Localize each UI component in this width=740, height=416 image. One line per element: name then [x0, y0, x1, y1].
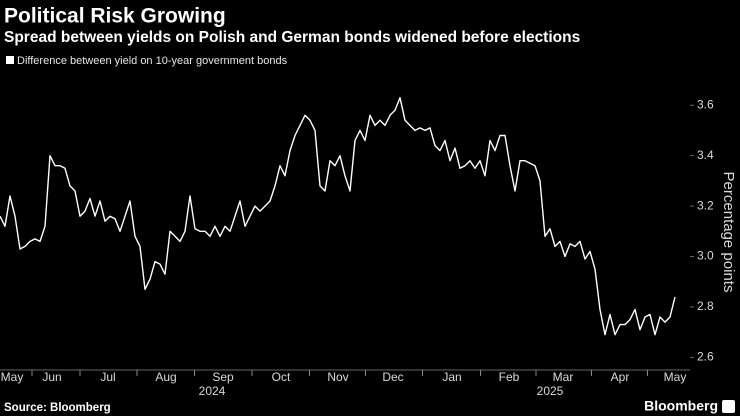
x-tick-label: Jun	[42, 370, 61, 384]
y-tick-label: 3.2	[697, 198, 714, 212]
chart-title: Political Risk Growing	[4, 5, 226, 28]
y-tick-label: 3.0	[697, 249, 714, 263]
y-axis-label: Percentage points	[720, 172, 737, 293]
x-tick-label: Dec	[382, 370, 403, 384]
y-tick-label: 2.6	[697, 350, 714, 364]
brand: Bloomberg	[644, 398, 718, 414]
y-tick-label: 3.4	[697, 148, 714, 162]
x-tick-label: May	[664, 370, 687, 384]
chart-subtitle: Spread between yields on Polish and Germ…	[4, 29, 580, 46]
y-tick-label: 3.6	[697, 97, 714, 111]
x-tick-label: Jul	[100, 370, 115, 384]
y-tick-label: 2.8	[697, 299, 714, 313]
x-tick-label: May	[1, 370, 24, 384]
year-label: 2024	[199, 384, 226, 398]
legend-label: Difference between yield on 10-year gove…	[17, 55, 288, 67]
line	[0, 97, 676, 336]
x-tick-label: Sep	[212, 370, 234, 384]
x-tick-label: Aug	[155, 370, 176, 384]
x-tick-label: Jan	[442, 370, 461, 384]
x-tick-label: Apr	[611, 370, 630, 384]
brand-icon	[722, 400, 735, 413]
legend-swatch	[6, 56, 14, 64]
x-tick-label: Feb	[499, 370, 520, 384]
x-tick-label: Mar	[553, 370, 574, 384]
x-tick-label: Oct	[272, 370, 291, 384]
year-label: 2025	[537, 384, 564, 398]
x-tick-label: Nov	[327, 370, 348, 384]
source: Source: Bloomberg	[4, 402, 111, 414]
